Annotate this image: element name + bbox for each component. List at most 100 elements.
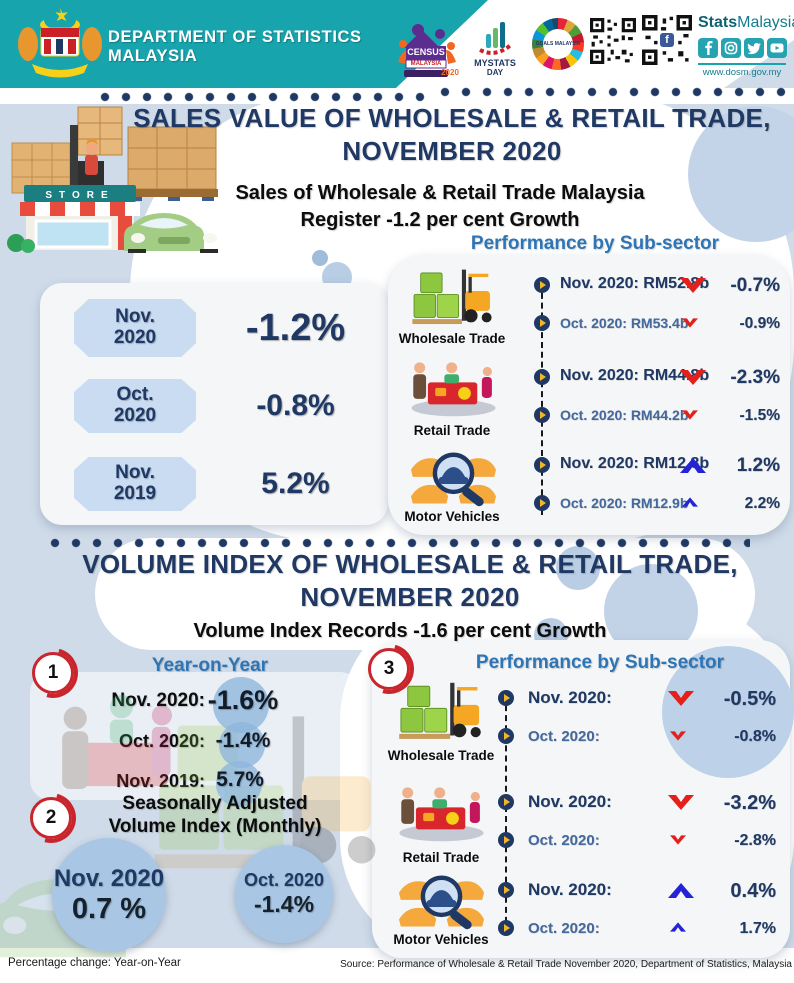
value-circle	[219, 722, 265, 768]
youtube-icon	[767, 38, 787, 58]
row-label: Nov. 2020: RM52.8b	[560, 275, 710, 292]
row-label: Nov. 2020: RM12.8b	[560, 455, 710, 472]
subsector-name: Retail Trade	[413, 423, 491, 438]
decorative-circle	[312, 250, 328, 266]
badge-3: 3	[368, 648, 410, 690]
sa-period: Nov. 2020	[53, 864, 165, 892]
subsector-row: Oct. 2020: RM44.2b -1.5%	[528, 403, 780, 429]
row-label: Oct. 2020: RM44.2b	[560, 407, 689, 423]
facebook-icon: f	[660, 33, 674, 47]
dotted-separator	[50, 538, 750, 548]
period-label: Nov. 2019	[74, 457, 196, 511]
decorative-circle	[688, 106, 794, 242]
row-value: -2.8%	[734, 832, 776, 849]
census-2020-logo: CENSUS MALAYSIA 2020	[396, 18, 459, 82]
period-month: Nov.	[115, 306, 155, 328]
dotted-separator	[100, 92, 430, 102]
row-value: -3.2%	[723, 792, 776, 814]
seasonally-adjusted-heading: Seasonally Adjusted Volume Index (Monthl…	[80, 793, 350, 839]
section1-subtitle-line1: Sales of Wholesale & Retail Trade Malays…	[235, 182, 645, 204]
footer-source: Source: Performance of Wholesale & Retai…	[340, 959, 792, 970]
sa-circle-nov: Nov. 2020 0.7 %	[52, 838, 166, 952]
yoy-heading: Year-on-Year	[151, 655, 269, 676]
section1-subtitle-line2: Register -1.2 per cent Growth	[300, 209, 580, 231]
badge-2: 2	[30, 797, 72, 839]
up-arrow-icon	[680, 458, 706, 473]
period-year: 2019	[113, 483, 157, 504]
bullet-icon	[534, 277, 550, 293]
sa-heading-line1: Seasonally Adjusted	[122, 793, 308, 814]
summary-row: Oct. 2020 -0.8%	[40, 379, 388, 443]
down-arrow-icon	[682, 410, 698, 420]
subsector-panel-sales: Wholesale Trade Nov. 2020: RM52.8b -0.7%…	[388, 255, 790, 535]
period-month: Oct.	[116, 384, 154, 406]
footer-note: Percentage change: Year-on-Year	[8, 957, 181, 969]
yoy-value: 5.7%	[216, 768, 264, 791]
subsector-name: Wholesale Trade	[387, 748, 495, 763]
down-arrow-icon	[680, 278, 706, 293]
bullet-icon	[534, 369, 550, 385]
row-label: Nov. 2020:	[528, 880, 612, 899]
yoy-label: Oct. 2020:	[118, 731, 205, 751]
row-value: -0.8%	[734, 728, 776, 745]
row-value: 0.4%	[730, 880, 776, 902]
malaysia-coat-of-arms-icon	[18, 8, 102, 78]
census-graphic-icon	[398, 24, 456, 77]
section1-perf-heading: Performance by Sub-sector	[470, 233, 720, 254]
row-value: -1.5%	[739, 407, 781, 424]
subsector-name: Retail Trade	[402, 850, 480, 865]
yoy-value: -1.6%	[207, 685, 279, 715]
sa-circle-oct: Oct. 2020 -1.4%	[235, 845, 333, 943]
bullet-icon	[534, 407, 550, 423]
bullet-icon	[498, 832, 514, 848]
down-arrow-icon	[680, 370, 706, 385]
subsector-name: Motor Vehicles	[404, 509, 500, 524]
section1-title: SALES VALUE OF WHOLESALE & RETAIL TRADE,…	[110, 102, 794, 167]
row-value: 1.2%	[736, 455, 780, 476]
subsector-row: Nov. 2020: RM12.8b 1.2%	[528, 455, 780, 481]
mystats-label: MYSTATS	[474, 58, 516, 68]
subsector-name: Wholesale Trade	[398, 331, 506, 346]
sa-period: Oct. 2020	[243, 870, 325, 890]
subsector-row: Nov. 2020: -3.2%	[490, 792, 776, 818]
down-arrow-icon	[682, 318, 698, 328]
row-label: Oct. 2020:	[528, 832, 600, 849]
section2-title: VOLUME INDEX OF WHOLESALE & RETAIL TRADE…	[60, 548, 760, 613]
facebook-icon	[698, 38, 718, 58]
forklift-icon	[412, 269, 492, 325]
summary-row: Nov. 2020 -1.2%	[40, 299, 388, 363]
row-label: Nov. 2020:	[528, 792, 612, 811]
subsector-row: Nov. 2020: RM44.8b -2.3%	[528, 367, 780, 393]
twitter-icon	[744, 38, 764, 58]
mystats-day-label: DAY	[486, 68, 504, 77]
subsector-row: Oct. 2020: RM53.4b -0.9%	[528, 311, 780, 337]
period-month: Nov.	[115, 462, 155, 484]
sdg-goals-label: GOALS MALAYSIA	[535, 41, 581, 47]
retail-stall-icon	[399, 787, 484, 842]
background-blob	[30, 672, 360, 800]
bullet-icon	[498, 728, 514, 744]
website-url: www.dosm.gov.my	[698, 63, 786, 78]
row-label: Oct. 2020: RM12.9b	[560, 495, 689, 511]
store-illustration: STORE	[7, 106, 218, 253]
sdg-goals-logo: GOALS MALAYSIA	[532, 18, 584, 70]
down-arrow-icon	[670, 835, 686, 845]
bullet-icon	[534, 495, 550, 511]
faint-shoppers-illustration	[62, 695, 172, 789]
sa-value: -1.4%	[253, 891, 315, 917]
motor-vehicles-icon	[398, 875, 485, 930]
mystats-graphic-icon	[479, 22, 514, 55]
badge-1: 1	[32, 652, 74, 694]
up-arrow-icon	[670, 922, 686, 932]
decorative-circle	[662, 646, 794, 778]
section2-title-line1: VOLUME INDEX OF WHOLESALE & RETAIL TRADE…	[82, 549, 738, 579]
section1-title-line1: SALES VALUE OF WHOLESALE & RETAIL TRADE,	[133, 103, 771, 133]
retail-stall-icon	[411, 362, 496, 417]
subsector-panel-volume: Wholesale Trade Nov. 2020: -0.5% Oct. 20…	[372, 640, 794, 958]
period-label: Nov. 2020	[74, 299, 196, 357]
header-bar: DEPARTMENT OF STATISTICS MALAYSIA CENSUS…	[0, 0, 794, 88]
down-arrow-icon	[668, 691, 694, 706]
social-icons-row	[698, 38, 787, 58]
brand-bold: Stats	[698, 14, 738, 31]
